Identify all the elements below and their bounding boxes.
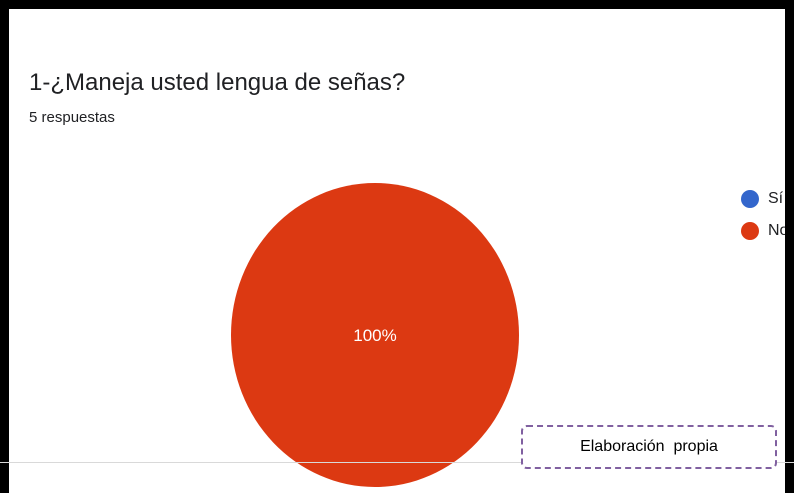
bottom-divider <box>0 462 794 463</box>
pie-slice-no-label: 100% <box>353 326 396 345</box>
legend-swatch-no <box>741 222 759 240</box>
credit-box: Elaboración propia <box>521 425 777 469</box>
pie-slices <box>231 183 519 487</box>
chart-title: 1-¿Maneja usted lengua de señas? <box>29 69 406 96</box>
credit-text: Elaboración propia <box>580 438 718 455</box>
legend-item-no[interactable]: No <box>741 215 789 247</box>
legend-label-no: No <box>768 222 789 239</box>
pie-slice-no[interactable] <box>231 183 519 487</box>
legend-swatch-si <box>741 190 759 208</box>
legend-label-si: Sí <box>768 190 784 207</box>
chart-legend: Sí No <box>741 183 789 247</box>
pie-chart: 100% <box>231 183 519 487</box>
pie-data-labels: 100% <box>353 326 396 345</box>
response-count: 5 respuestas <box>29 109 115 126</box>
legend-item-si[interactable]: Sí <box>741 183 785 215</box>
